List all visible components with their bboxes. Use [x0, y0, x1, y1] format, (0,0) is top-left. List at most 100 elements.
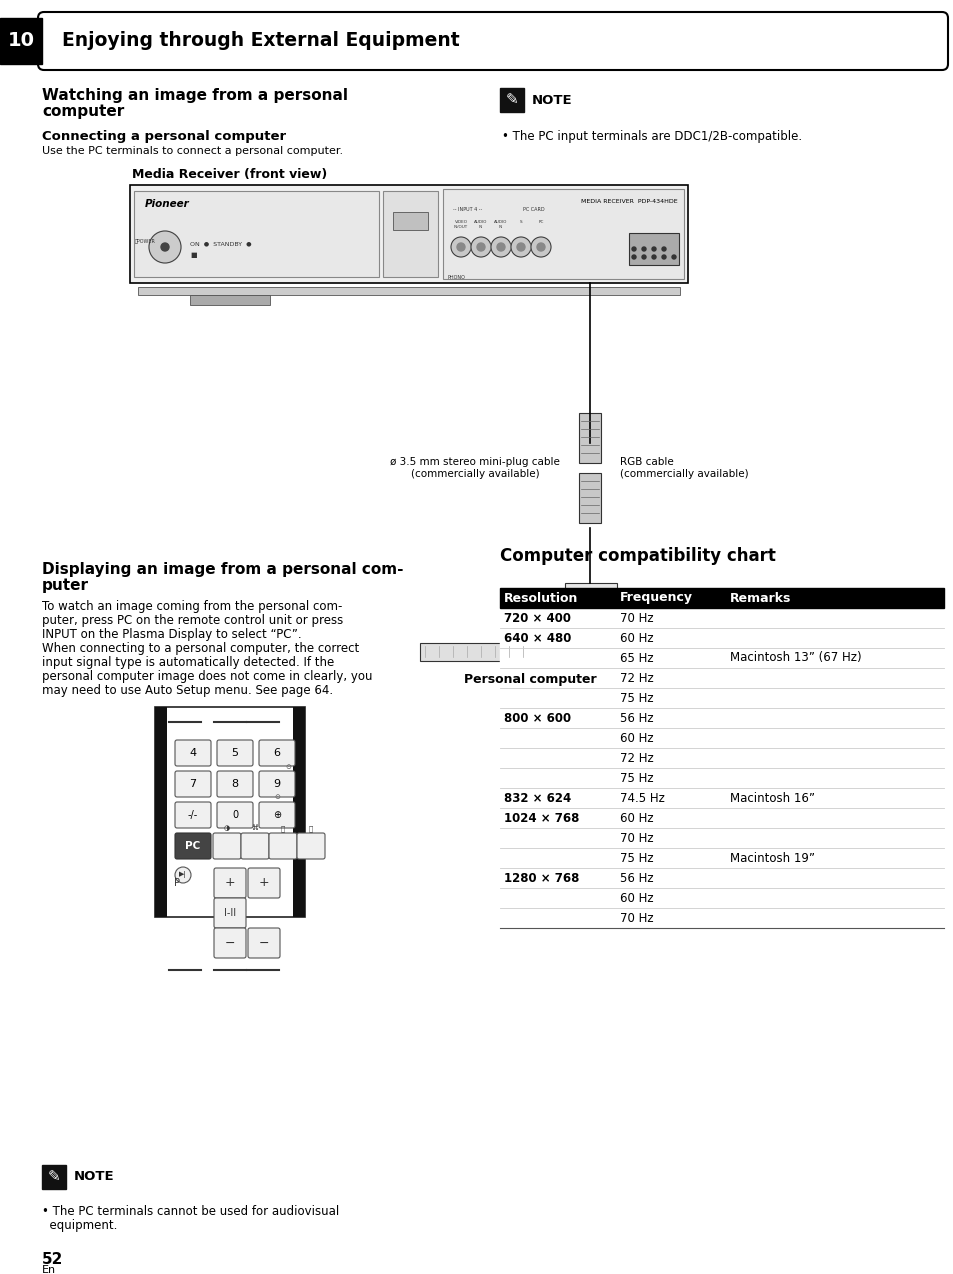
Bar: [154, 707, 167, 917]
Text: computer: computer: [42, 104, 124, 118]
Circle shape: [149, 231, 181, 262]
Circle shape: [651, 247, 656, 251]
Bar: [499, 648, 943, 668]
Text: 70 Hz: 70 Hz: [619, 612, 653, 624]
Bar: [130, 185, 687, 283]
FancyBboxPatch shape: [216, 803, 253, 828]
Bar: [42, 1164, 66, 1189]
Bar: [393, 211, 428, 231]
Text: • The PC terminals cannot be used for audiovisual: • The PC terminals cannot be used for au…: [42, 1205, 339, 1218]
Text: -- INPUT 4 --: -- INPUT 4 --: [453, 206, 482, 211]
Text: −: −: [258, 936, 269, 949]
Text: puter: puter: [42, 578, 89, 592]
Text: INPUT on the Plasma Display to select “PC”.: INPUT on the Plasma Display to select “P…: [42, 628, 301, 641]
Text: 70 Hz: 70 Hz: [619, 832, 653, 845]
Text: personal computer image does not come in clearly, you: personal computer image does not come in…: [42, 670, 372, 683]
FancyBboxPatch shape: [216, 771, 253, 798]
Text: AUDIO
IN: AUDIO IN: [474, 220, 487, 228]
Bar: [190, 296, 270, 304]
Text: 60 Hz: 60 Hz: [619, 892, 653, 905]
Bar: [382, 191, 437, 276]
Circle shape: [651, 255, 656, 259]
Circle shape: [497, 243, 504, 251]
Text: +: +: [225, 877, 235, 889]
Text: AUDIO
IN: AUDIO IN: [494, 220, 507, 228]
FancyBboxPatch shape: [213, 833, 241, 859]
Bar: [138, 287, 679, 296]
Text: 6: 6: [274, 748, 280, 758]
Text: Watching an image from a personal: Watching an image from a personal: [42, 88, 348, 103]
Text: 0: 0: [232, 810, 238, 820]
Bar: [564, 583, 617, 657]
Circle shape: [537, 243, 544, 251]
Bar: [499, 888, 943, 908]
FancyBboxPatch shape: [258, 740, 294, 766]
Text: S: S: [519, 220, 521, 224]
Bar: [499, 688, 943, 708]
Text: • The PC input terminals are DDC1/2B-compatible.: • The PC input terminals are DDC1/2B-com…: [501, 130, 801, 143]
Text: 60 Hz: 60 Hz: [619, 632, 653, 645]
Text: Personal computer: Personal computer: [463, 673, 596, 685]
FancyBboxPatch shape: [258, 771, 294, 798]
Text: ON  ●  STANDBY  ●: ON ● STANDBY ●: [190, 242, 252, 246]
Text: may need to use Auto Setup menu. See page 64.: may need to use Auto Setup menu. See pag…: [42, 684, 333, 697]
Text: NOTE: NOTE: [532, 93, 572, 107]
Text: Use the PC terminals to connect a personal computer.: Use the PC terminals to connect a person…: [42, 147, 343, 155]
Bar: [154, 707, 305, 917]
Bar: [293, 707, 305, 917]
FancyBboxPatch shape: [213, 927, 246, 958]
Text: PC: PC: [185, 841, 200, 851]
Text: Macintosh 16”: Macintosh 16”: [729, 791, 814, 804]
Circle shape: [641, 255, 645, 259]
Bar: [578, 413, 600, 462]
Text: 52: 52: [42, 1252, 63, 1268]
Bar: [499, 748, 943, 768]
Text: NOTE: NOTE: [74, 1171, 114, 1184]
Bar: [419, 643, 539, 661]
Bar: [578, 473, 600, 524]
Text: Frequency: Frequency: [619, 591, 692, 604]
Circle shape: [531, 237, 551, 257]
FancyBboxPatch shape: [213, 868, 246, 898]
FancyBboxPatch shape: [545, 643, 567, 662]
Bar: [499, 608, 943, 628]
Bar: [499, 727, 943, 748]
Bar: [499, 808, 943, 828]
Text: 56 Hz: 56 Hz: [619, 871, 653, 884]
Text: VIDEO
IN/OUT: VIDEO IN/OUT: [454, 220, 468, 228]
Bar: [499, 908, 943, 927]
Text: PC CARD: PC CARD: [522, 206, 544, 211]
Text: MEDIA RECEIVER  PDP-434HDE: MEDIA RECEIVER PDP-434HDE: [580, 199, 678, 204]
Bar: [499, 868, 943, 888]
Bar: [442, 189, 683, 279]
Text: ✎: ✎: [48, 1170, 60, 1185]
FancyBboxPatch shape: [174, 740, 211, 766]
FancyBboxPatch shape: [241, 833, 269, 859]
Text: RGB cable
(commercially available): RGB cable (commercially available): [619, 457, 748, 479]
Text: PHONO: PHONO: [448, 275, 465, 280]
Bar: [499, 768, 943, 789]
Circle shape: [476, 243, 484, 251]
Text: 75 Hz: 75 Hz: [619, 851, 653, 865]
Text: 4: 4: [190, 748, 196, 758]
FancyBboxPatch shape: [213, 898, 246, 927]
Circle shape: [491, 237, 511, 257]
Bar: [499, 628, 943, 648]
Bar: [499, 848, 943, 868]
Text: 1024 × 768: 1024 × 768: [503, 812, 578, 824]
Text: ⊕: ⊕: [273, 810, 281, 820]
Circle shape: [661, 247, 665, 251]
Text: 75 Hz: 75 Hz: [619, 772, 653, 785]
Circle shape: [161, 243, 169, 251]
Text: I-II: I-II: [224, 908, 235, 919]
Circle shape: [511, 237, 531, 257]
Text: −: −: [225, 936, 235, 949]
Text: ⊙: ⊙: [274, 794, 279, 800]
Text: 72 Hz: 72 Hz: [619, 671, 653, 684]
Text: 56 Hz: 56 Hz: [619, 711, 653, 725]
Text: 75 Hz: 75 Hz: [619, 692, 653, 705]
Circle shape: [661, 255, 665, 259]
Text: En: En: [42, 1265, 56, 1274]
Text: PC: PC: [537, 220, 543, 224]
Text: 60 Hz: 60 Hz: [619, 731, 653, 744]
